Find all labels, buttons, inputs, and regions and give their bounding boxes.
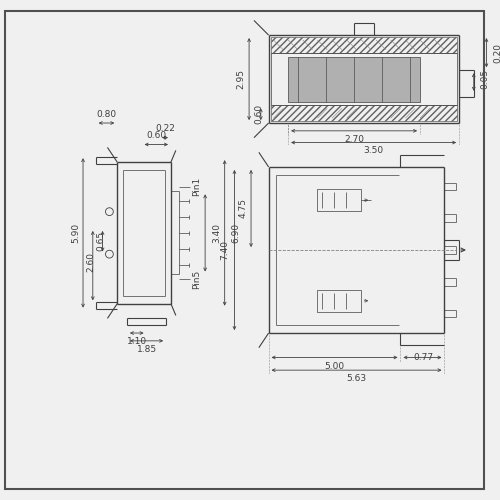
Text: 5.00: 5.00: [324, 362, 344, 372]
Text: 0.77: 0.77: [413, 352, 433, 362]
Text: 5.63: 5.63: [346, 374, 366, 383]
Bar: [270, 37, 457, 52]
Text: 7.40: 7.40: [220, 240, 230, 260]
Text: 1.10: 1.10: [126, 337, 147, 346]
Text: 3.40: 3.40: [212, 223, 221, 243]
Bar: [288, 56, 420, 102]
Text: 0.05: 0.05: [480, 68, 490, 88]
Bar: [270, 106, 457, 121]
Text: 0.22: 0.22: [155, 124, 175, 133]
Bar: [318, 290, 362, 312]
Text: Pin1: Pin1: [192, 177, 202, 196]
Text: 1.85: 1.85: [136, 344, 156, 354]
Text: 0.60: 0.60: [146, 130, 167, 140]
Text: 0.65: 0.65: [96, 230, 106, 251]
Text: 2.70: 2.70: [344, 134, 364, 143]
Text: 2.60: 2.60: [86, 252, 96, 272]
Text: 2.95: 2.95: [236, 69, 245, 89]
Text: Pin5: Pin5: [192, 270, 202, 289]
Text: 5.90: 5.90: [71, 223, 80, 243]
Text: 6.90: 6.90: [232, 223, 240, 243]
Text: 0.60: 0.60: [254, 104, 264, 124]
Text: 3.50: 3.50: [364, 146, 384, 156]
Text: 4.75: 4.75: [238, 198, 247, 218]
Text: 0.20: 0.20: [494, 42, 500, 62]
Bar: [270, 52, 457, 106]
Text: 0.80: 0.80: [96, 110, 116, 119]
Bar: [318, 190, 362, 211]
